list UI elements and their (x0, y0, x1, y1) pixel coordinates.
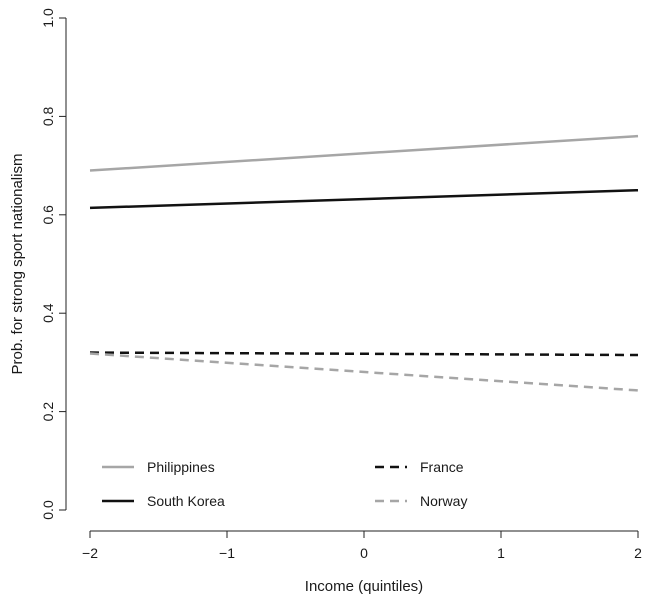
series-line-south-korea (89, 188, 639, 210)
legend-label-norway: Norway (420, 493, 467, 509)
x-tick-label: 1 (497, 545, 505, 561)
axes: 0.0 0.2 0.4 0.6 0.8 1.0 −2 −1 0 1 2 Prob. for str… (9, 8, 642, 595)
y-tick-label: 0.6 (40, 205, 56, 225)
x-ticks: −2 −1 0 1 2 (82, 531, 642, 561)
x-tick-label: −2 (82, 545, 98, 561)
legend-label-south-korea: South Korea (147, 493, 225, 509)
y-tick-label: 0.8 (40, 106, 56, 126)
plot-area (89, 134, 639, 392)
y-tick-label: 0.0 (40, 500, 56, 520)
legend-label-france: France (420, 459, 464, 475)
y-axis-title: Prob. for strong sport nationalism (9, 154, 26, 375)
series-line-philippines (89, 134, 639, 172)
x-tick-label: −1 (219, 545, 235, 561)
legend-label-philippines: Philippines (147, 459, 215, 475)
y-tick-label: 0.4 (40, 303, 56, 323)
legend: Philippines South Korea France Norway (102, 459, 467, 509)
series-line-norway (89, 352, 639, 392)
y-ticks: 0.0 0.2 0.4 0.6 0.8 1.0 (40, 8, 66, 520)
x-tick-label: 0 (360, 545, 368, 561)
series-line-france (89, 351, 639, 357)
x-tick-label: 2 (634, 545, 642, 561)
y-tick-label: 0.2 (40, 402, 56, 422)
x-axis-title: Income (quintiles) (305, 578, 423, 595)
y-tick-label: 1.0 (40, 8, 56, 28)
